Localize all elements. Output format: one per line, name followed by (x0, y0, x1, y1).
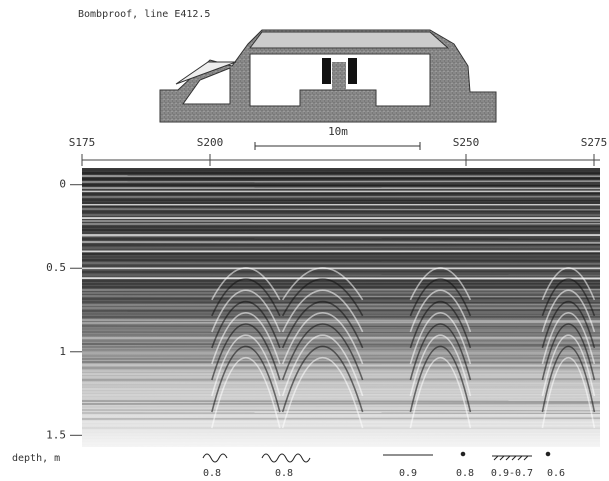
reflection (82, 415, 600, 416)
reflection (82, 430, 600, 431)
scale-label: 10m (328, 125, 348, 138)
y-tick-label: 1.5 (46, 428, 66, 441)
reflection (82, 403, 600, 404)
reflection (82, 296, 600, 297)
reflection (82, 410, 600, 411)
reflection (82, 365, 600, 366)
y-tick-label: 0.5 (46, 261, 66, 274)
annotation-label: 0.9 (399, 468, 417, 479)
reflection (82, 446, 600, 447)
reflection (82, 269, 600, 270)
reflection (82, 178, 600, 179)
reflection (82, 181, 600, 182)
structure-diagram (160, 30, 496, 122)
reflection (82, 304, 600, 305)
reflection (82, 433, 600, 434)
reflection (82, 230, 600, 231)
reflection (82, 263, 600, 264)
reflection (82, 344, 600, 345)
reflection (82, 389, 600, 390)
figure-title: Bombproof, line E412.5 (78, 9, 210, 20)
annotation-label: 0.6 (547, 468, 565, 479)
x-tick-label: S200 (197, 136, 224, 149)
x-tick-label: S175 (69, 136, 96, 149)
reflection (82, 418, 600, 419)
figure: Bombproof, line E412.5 10m depth, m S175… (0, 0, 609, 481)
x-tick-label: S275 (581, 136, 608, 149)
annotation-label: 0.9-0.7 (491, 468, 533, 479)
annotation-label: 0.8 (275, 468, 293, 479)
y-tick-label: 1 (59, 345, 66, 358)
reflection (82, 200, 600, 201)
reflection (82, 362, 600, 363)
reflection (82, 260, 600, 261)
reflection (82, 397, 600, 398)
reflection (82, 253, 600, 254)
y-tick-label: 0 (59, 178, 66, 191)
annotation-label: 0.8 (203, 468, 221, 479)
reflection (82, 265, 600, 266)
reflection (82, 439, 600, 440)
x-tick-label: S250 (453, 136, 480, 149)
reflection (82, 374, 600, 375)
reflection (82, 385, 600, 386)
reflection (82, 242, 600, 243)
y-axis-label: depth, m (12, 453, 60, 464)
reflection (82, 271, 600, 272)
reflection (82, 326, 600, 327)
reflection (82, 401, 600, 402)
reflection (82, 320, 600, 321)
reflection (82, 358, 600, 359)
annotation-symbols (203, 452, 550, 462)
reflection (82, 379, 600, 380)
annotation-label: 0.8 (456, 468, 474, 479)
reflection (82, 185, 600, 186)
reflection (82, 170, 600, 171)
